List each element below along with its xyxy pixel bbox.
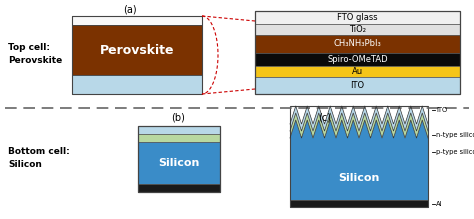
Bar xyxy=(138,134,220,142)
Bar xyxy=(72,75,202,94)
Text: CH₃NH₃PbI₃: CH₃NH₃PbI₃ xyxy=(334,39,382,48)
Bar xyxy=(290,106,428,207)
Text: (c): (c) xyxy=(319,113,331,123)
Text: Spiro-OMeTAD: Spiro-OMeTAD xyxy=(327,55,388,64)
Bar xyxy=(255,77,460,94)
Text: (a): (a) xyxy=(123,5,137,15)
Text: Bottom cell:
Silicon: Bottom cell: Silicon xyxy=(8,147,70,169)
Bar xyxy=(138,126,220,192)
Bar xyxy=(72,16,202,94)
Text: Al: Al xyxy=(436,201,442,207)
Bar xyxy=(255,11,460,24)
Bar xyxy=(138,126,220,134)
Text: p-type silicon: p-type silicon xyxy=(436,149,474,155)
Bar xyxy=(255,66,460,77)
Text: Silicon: Silicon xyxy=(158,158,200,168)
Text: ITO: ITO xyxy=(350,81,365,90)
Polygon shape xyxy=(290,113,428,138)
Polygon shape xyxy=(290,106,428,131)
Polygon shape xyxy=(290,120,428,200)
Text: Perovskite: Perovskite xyxy=(100,44,174,57)
Bar xyxy=(255,35,460,53)
Text: (b): (b) xyxy=(171,113,185,123)
Bar xyxy=(138,142,220,184)
Text: n-type silicon: n-type silicon xyxy=(436,131,474,138)
Text: FTO glass: FTO glass xyxy=(337,13,378,22)
Text: TiO₂: TiO₂ xyxy=(349,25,366,34)
Bar xyxy=(255,11,460,94)
Bar xyxy=(255,53,460,66)
Text: Au: Au xyxy=(352,67,363,76)
Bar xyxy=(72,25,202,75)
Bar xyxy=(138,184,220,192)
Bar xyxy=(72,16,202,25)
Bar xyxy=(255,24,460,35)
Text: Top cell:
Perovskite: Top cell: Perovskite xyxy=(8,43,62,65)
Text: ITO: ITO xyxy=(436,106,447,113)
Text: Silicon: Silicon xyxy=(338,173,380,183)
Bar xyxy=(290,200,428,207)
